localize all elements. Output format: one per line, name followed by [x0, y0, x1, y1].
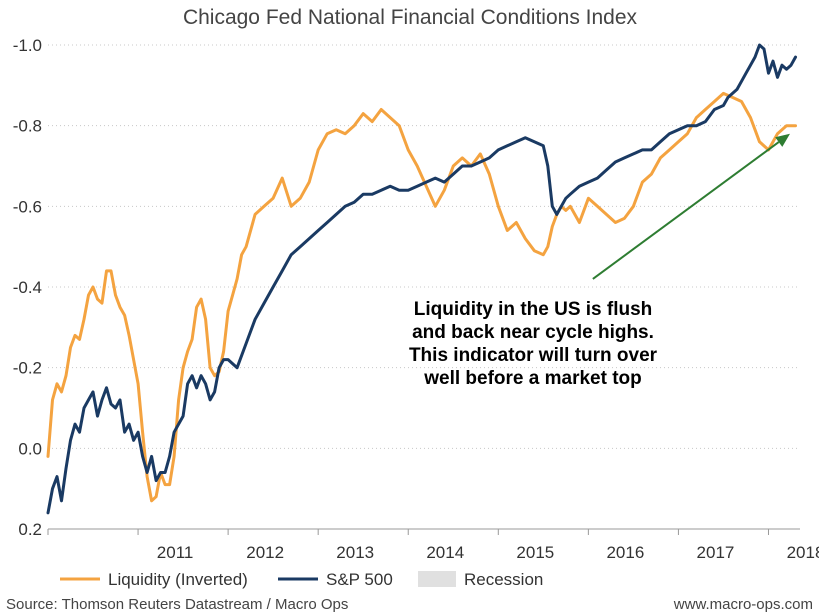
annotation-line-3: This indicator will turn over — [409, 345, 658, 366]
annotation-arrowhead — [775, 133, 790, 147]
y-tick-label: 0.2 — [18, 520, 42, 539]
legend: Liquidity (Inverted) S&P 500 Recession — [60, 570, 543, 589]
y-tick-label: -0.2 — [13, 359, 42, 378]
annotation-arrow — [592, 141, 780, 280]
y-tick-label: -0.4 — [13, 278, 42, 297]
x-tick-label: 2016 — [606, 543, 644, 562]
source-text: Source: Thomson Reuters Datastream / Mac… — [6, 596, 348, 613]
legend-label-sp500: S&P 500 — [326, 570, 393, 589]
chart-title: Chicago Fed National Financial Condition… — [183, 6, 638, 29]
series-line-liquidity — [46, 91, 797, 503]
y-tick-label: -0.8 — [13, 117, 42, 136]
grid-lines — [48, 44, 800, 530]
annotation-line-1: Liquidity in the US is flush — [414, 299, 653, 320]
y-tick-label: -1.0 — [13, 36, 42, 55]
y-tick-label: 0.0 — [18, 439, 42, 458]
annotation-line-4: well before a market top — [423, 368, 642, 389]
annotation: Liquidity in the US is flush and back ne… — [409, 133, 790, 389]
series-lines — [46, 43, 797, 515]
x-tick-label: 2011 — [157, 543, 194, 562]
legend-swatch-recession — [418, 571, 456, 587]
x-tick-label: 2015 — [516, 543, 554, 562]
x-tick-label: 2017 — [697, 543, 735, 562]
x-tick-label: 2013 — [336, 543, 374, 562]
annotation-line-2: and back near cycle highs. — [412, 322, 654, 343]
x-axis-ticks: 2011 2012 2013 2014 2015 2016 2017 2018 — [47, 529, 819, 562]
y-axis-ticks: -1.0 -0.8 -0.6 -0.4 -0.2 0.0 0.2 — [13, 36, 42, 539]
legend-label-recession: Recession — [464, 570, 543, 589]
y-tick-label: -0.6 — [13, 197, 42, 216]
legend-label-liquidity: Liquidity (Inverted) — [108, 570, 248, 589]
x-tick-label: 2018 — [787, 543, 819, 562]
series-line-sp500 — [46, 43, 797, 515]
website-text: www.macro-ops.com — [673, 596, 813, 613]
x-tick-label: 2012 — [246, 543, 284, 562]
x-tick-label: 2014 — [426, 543, 464, 562]
